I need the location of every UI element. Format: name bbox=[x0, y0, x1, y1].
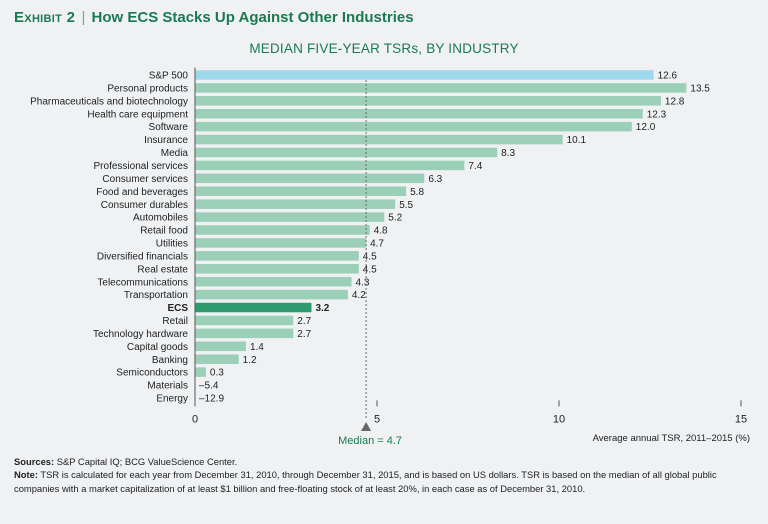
category-label: Automobiles bbox=[133, 213, 188, 224]
note-label: Note: bbox=[14, 469, 38, 481]
bar bbox=[195, 147, 498, 158]
median-label: Median = 4.7 bbox=[338, 435, 402, 447]
bar bbox=[195, 341, 246, 352]
footnotes: Sources: S&P Capital IQ; BCG ValueScienc… bbox=[14, 455, 754, 495]
bar bbox=[195, 134, 563, 145]
bar bbox=[195, 238, 367, 248]
value-label: 1.2 bbox=[243, 355, 257, 366]
value-label: 4.7 bbox=[370, 239, 384, 250]
category-label: Health care equipment bbox=[87, 109, 188, 120]
value-label: 4.5 bbox=[363, 251, 377, 262]
category-label: Utilities bbox=[156, 239, 188, 250]
bar bbox=[195, 264, 359, 274]
bar bbox=[195, 121, 632, 132]
category-label: Consumer services bbox=[102, 174, 188, 185]
x-tick-label: 0 bbox=[192, 413, 198, 425]
category-label: Banking bbox=[152, 355, 188, 366]
value-label: 4.2 bbox=[352, 290, 366, 301]
bar bbox=[195, 276, 352, 287]
bar bbox=[195, 212, 385, 222]
sources-line: Sources: S&P Capital IQ; BCG ValueScienc… bbox=[14, 455, 754, 468]
bar bbox=[195, 225, 370, 235]
value-label: 12.8 bbox=[665, 96, 685, 107]
x-axis-title: Average annual TSR, 2011–2015 (%) bbox=[593, 433, 750, 444]
median-marker bbox=[361, 422, 372, 431]
x-tick-label: 15 bbox=[735, 413, 747, 425]
value-label: 5.2 bbox=[388, 213, 402, 224]
bar bbox=[195, 289, 348, 300]
category-label: S&P 500 bbox=[149, 71, 189, 82]
value-label: 2.7 bbox=[297, 329, 311, 340]
bar bbox=[195, 83, 687, 93]
category-label: Personal products bbox=[107, 83, 188, 94]
value-label: 4.3 bbox=[356, 277, 370, 288]
category-label: Real estate bbox=[137, 264, 188, 275]
value-label: 1.4 bbox=[250, 342, 264, 353]
value-label: 12.0 bbox=[636, 122, 656, 133]
exhibit-label: Exhibit 2 bbox=[14, 9, 76, 26]
header-separator: | bbox=[81, 9, 86, 26]
chart-title: MEDIAN FIVE-YEAR TSRs, BY INDUSTRY bbox=[249, 41, 519, 56]
category-label: Pharmaceuticals and biotechnology bbox=[30, 96, 188, 107]
value-label: –12.9 bbox=[199, 394, 224, 405]
x-tick-label: 10 bbox=[553, 413, 565, 425]
category-label: Consumer durables bbox=[101, 200, 188, 211]
bar bbox=[195, 199, 396, 209]
bar bbox=[195, 251, 359, 261]
value-label: 2.7 bbox=[297, 316, 311, 327]
bar bbox=[195, 302, 312, 313]
bar bbox=[195, 354, 239, 364]
value-label: 8.3 bbox=[501, 148, 515, 159]
category-label: Diversified financials bbox=[97, 251, 188, 262]
category-label: Telecommunications bbox=[97, 277, 188, 288]
value-label: 12.3 bbox=[647, 109, 667, 120]
bar bbox=[195, 173, 425, 184]
category-label: Transportation bbox=[124, 290, 188, 301]
bar bbox=[195, 186, 407, 196]
category-label: Retail bbox=[162, 316, 188, 327]
category-label: Energy bbox=[156, 394, 188, 405]
category-label: Software bbox=[149, 122, 189, 133]
value-label: –5.4 bbox=[199, 381, 219, 392]
category-label: Technology hardware bbox=[93, 329, 188, 340]
exhibit-header: Exhibit 2 | How ECS Stacks Up Against Ot… bbox=[14, 9, 414, 26]
category-label: Professional services bbox=[94, 161, 188, 172]
value-label: 10.1 bbox=[567, 135, 587, 146]
x-tick-label: 5 bbox=[374, 413, 380, 425]
bar bbox=[195, 160, 465, 171]
value-label: 3.2 bbox=[315, 303, 329, 314]
value-label: 5.8 bbox=[410, 187, 424, 198]
bar bbox=[195, 70, 654, 80]
note-line: Note: TSR is calculated for each year fr… bbox=[14, 468, 754, 495]
value-label: 5.5 bbox=[399, 200, 413, 211]
value-label: 12.6 bbox=[658, 71, 678, 82]
bar bbox=[195, 315, 294, 326]
category-label: Media bbox=[161, 148, 189, 159]
bar bbox=[195, 328, 294, 339]
note-text: TSR is calculated for each year from Dec… bbox=[14, 469, 717, 494]
sources-label: Sources: bbox=[14, 456, 55, 467]
value-label: 0.3 bbox=[210, 368, 224, 379]
category-label: Food and beverages bbox=[96, 187, 188, 198]
bar bbox=[195, 108, 643, 119]
value-label: 6.3 bbox=[428, 174, 442, 185]
bar bbox=[195, 367, 206, 377]
category-label: Capital goods bbox=[127, 342, 188, 353]
category-label: ECS bbox=[167, 303, 188, 314]
category-label: Semiconductors bbox=[116, 368, 188, 379]
category-label: Retail food bbox=[140, 226, 188, 237]
category-label: Materials bbox=[147, 381, 188, 392]
value-label: 13.5 bbox=[690, 83, 710, 94]
value-label: 7.4 bbox=[468, 161, 482, 172]
exhibit-title: How ECS Stacks Up Against Other Industri… bbox=[91, 9, 414, 26]
category-label: Insurance bbox=[144, 135, 188, 146]
bar bbox=[195, 96, 661, 106]
value-label: 4.5 bbox=[363, 264, 377, 275]
value-label: 4.8 bbox=[374, 226, 388, 237]
sources-text: S&P Capital IQ; BCG ValueScience Center. bbox=[56, 456, 238, 467]
